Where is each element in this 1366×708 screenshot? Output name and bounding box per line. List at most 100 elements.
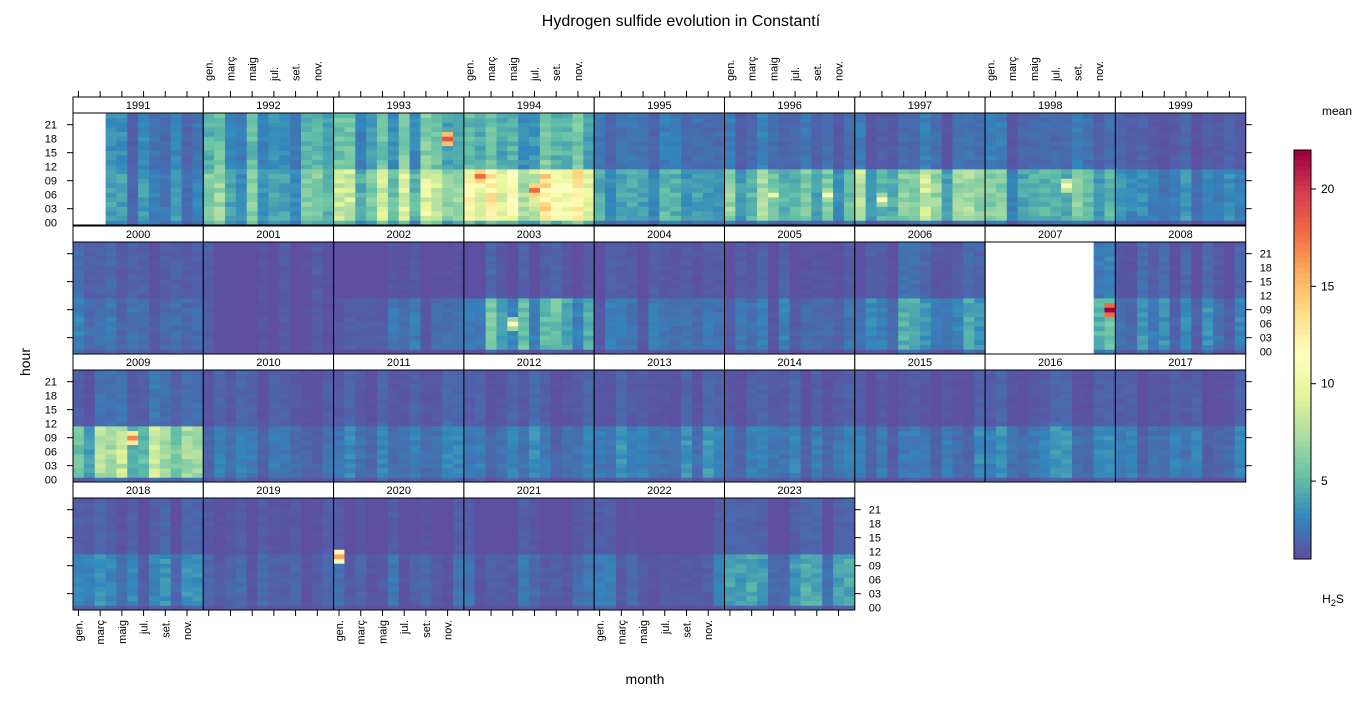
heatmap-cell	[431, 344, 443, 350]
heatmap-cell	[887, 136, 899, 142]
heatmap-cell	[778, 316, 791, 322]
heatmap-cell	[214, 265, 226, 271]
heatmap-cell	[463, 256, 476, 262]
heatmap-cell	[246, 349, 258, 355]
heatmap-cell	[290, 127, 302, 133]
heatmap-cell	[279, 215, 291, 221]
heatmap-cell	[583, 270, 595, 276]
heatmap-cell	[529, 298, 541, 304]
heatmap-cell	[941, 256, 953, 262]
heatmap-cell	[659, 246, 671, 252]
heatmap-cell	[1147, 274, 1160, 280]
heatmap-cell	[702, 312, 715, 318]
heatmap-cell	[833, 242, 845, 248]
heatmap-cell	[930, 349, 943, 355]
heatmap-cell	[333, 192, 345, 198]
heatmap-cell	[1180, 288, 1192, 294]
heatmap-cell	[279, 141, 291, 147]
heatmap-cell	[463, 169, 476, 175]
heatmap-cell	[746, 340, 758, 346]
heatmap-cell	[1137, 201, 1149, 207]
heatmap-cell	[887, 316, 899, 322]
heatmap-cell	[724, 117, 736, 123]
heatmap-cell	[311, 136, 324, 142]
heatmap-cell	[898, 270, 910, 276]
heatmap-cell	[387, 220, 400, 226]
heatmap-cell	[605, 293, 617, 299]
heatmap-cell	[681, 173, 693, 179]
heatmap-cell	[225, 183, 237, 189]
heatmap-cell	[485, 197, 497, 203]
heatmap-cell	[1137, 246, 1149, 252]
heatmap-cell	[463, 335, 476, 341]
heatmap-cell	[572, 284, 584, 290]
heatmap-cell	[268, 117, 280, 123]
heatmap-cell	[203, 159, 215, 165]
heatmap-cell	[995, 173, 1008, 179]
heatmap-cell	[1137, 316, 1149, 322]
heatmap-cell	[496, 178, 508, 184]
panel-strip-label: 1997	[908, 100, 932, 112]
heatmap-cell	[941, 178, 953, 184]
heatmap-cell	[919, 316, 932, 322]
panel-1994: 1994	[463, 96, 595, 226]
heatmap-cell	[843, 164, 856, 170]
heatmap-cell	[453, 260, 465, 266]
heatmap-cell	[257, 131, 269, 137]
heatmap-cell	[865, 164, 877, 170]
heatmap-cell	[659, 284, 671, 290]
heatmap-cell	[898, 340, 910, 346]
heatmap-cell	[311, 211, 324, 217]
heatmap-cell	[1158, 220, 1171, 226]
heatmap-cell	[105, 192, 117, 198]
heatmap-cell	[735, 211, 747, 217]
heatmap-cell	[1104, 242, 1116, 248]
heatmap-cell	[355, 256, 367, 262]
heatmap-cell	[1093, 183, 1105, 189]
heatmap-cell	[127, 150, 139, 156]
heatmap-cell	[1082, 183, 1095, 189]
heatmap-cell	[333, 150, 345, 156]
heatmap-cell	[398, 220, 411, 226]
heatmap-cell	[431, 113, 443, 119]
heatmap-cell	[398, 284, 411, 290]
heatmap-cell	[1180, 145, 1192, 151]
heatmap-cell	[235, 274, 248, 280]
heatmap-cell	[572, 187, 584, 193]
heatmap-cell	[279, 117, 291, 123]
heatmap-cell	[474, 344, 487, 350]
heatmap-cell	[1213, 211, 1225, 217]
heatmap-cell	[192, 274, 204, 280]
heatmap-cell	[246, 307, 258, 313]
heatmap-cell	[1180, 307, 1192, 313]
heatmap-cell	[1050, 183, 1062, 189]
heatmap-cell	[138, 169, 150, 175]
heatmap-cell	[1147, 344, 1160, 350]
heatmap-cell	[822, 326, 834, 332]
heatmap-cell	[94, 340, 106, 346]
heatmap-cell	[572, 270, 584, 276]
heatmap-cell	[116, 201, 128, 207]
heatmap-cell	[1191, 197, 1203, 203]
heatmap-cell	[572, 113, 584, 119]
heatmap-cell	[1202, 197, 1214, 203]
heatmap-cell	[767, 178, 780, 184]
heatmap-cell	[833, 211, 845, 217]
heatmap-cell	[670, 326, 682, 332]
heatmap-cell	[301, 265, 313, 271]
heatmap-cell	[691, 312, 704, 318]
heatmap-cell	[159, 298, 172, 304]
heatmap-cell	[1158, 150, 1171, 156]
heatmap-cell	[116, 164, 128, 170]
heatmap-cell	[355, 293, 367, 299]
heatmap-cell	[1137, 288, 1149, 294]
heatmap-cell	[854, 201, 867, 207]
heatmap-cell	[1061, 215, 1073, 221]
heatmap-cell	[203, 242, 215, 248]
heatmap-cell	[225, 274, 237, 280]
heatmap-cell	[583, 321, 595, 327]
heatmap-cell	[181, 302, 193, 308]
heatmap-cell	[1115, 178, 1127, 184]
heatmap-cell	[691, 340, 704, 346]
heatmap-cell	[192, 178, 204, 184]
